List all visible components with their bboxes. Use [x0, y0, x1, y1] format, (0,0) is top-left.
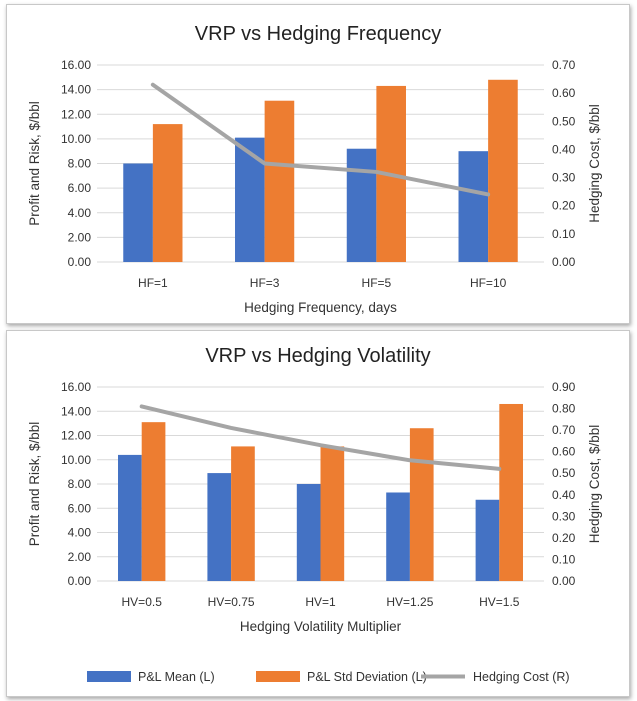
y2-tick-label: 0.60: [552, 445, 576, 459]
legend: P&L Mean (L) P&L Std Deviation (L) Hedgi…: [87, 670, 570, 684]
y-tick-label: 6.00: [68, 181, 92, 195]
x-tick-label: HV=0.5: [122, 595, 163, 609]
y2-axis-label: Hedging Cost, $/bbl: [587, 425, 602, 544]
y2-tick-label: 0.90: [552, 380, 576, 394]
y-tick-label: 12.00: [61, 429, 91, 443]
bar-pl-mean: [458, 151, 489, 262]
bar-pl-mean: [123, 163, 153, 262]
bar-pl-mean: [475, 499, 500, 581]
bar-pl-mean: [235, 137, 265, 262]
bar-pl-std: [499, 403, 523, 581]
x-tick-label: HF=10: [470, 276, 507, 290]
y2-tick-label: 0.00: [552, 574, 576, 588]
y-tick-label: 0.00: [68, 574, 92, 588]
legend-label-pl-mean: P&L Mean (L): [138, 670, 215, 684]
y2-tick-label: 0.40: [552, 488, 576, 502]
x-tick-label: HF=1: [138, 276, 168, 290]
bar-pl-std: [152, 124, 183, 262]
x-tick-label: HF=3: [250, 276, 280, 290]
ticks: 0.00 2.00 4.00 6.00 8.00 10.00 12.00 14.00 16.00…: [61, 58, 576, 290]
y-tick-label: 2.00: [68, 230, 92, 244]
legend-swatch-pl-mean: [87, 671, 131, 682]
bar-pl-std: [409, 428, 434, 581]
y-tick-label: 14.00: [61, 404, 91, 418]
y-tick-label: 16.00: [61, 58, 91, 72]
legend-label-hedging-cost: Hedging Cost (R): [473, 670, 570, 684]
y-tick-label: 10.00: [61, 132, 91, 146]
x-tick-label: HV=0.75: [208, 595, 255, 609]
y2-tick-label: 0.50: [552, 114, 576, 128]
y2-tick-label: 0.00: [552, 255, 576, 269]
bar-pl-std: [488, 79, 518, 263]
y2-axis-label: Hedging Cost, $/bbl: [587, 104, 602, 223]
legend-swatch-pl-std: [256, 671, 300, 682]
y-tick-label: 12.00: [61, 107, 91, 121]
y2-tick-label: 0.30: [552, 171, 576, 185]
y-axis-label: Profit and Risk, $/bbl: [27, 101, 42, 226]
y2-tick-label: 0.60: [552, 86, 576, 100]
bar-pl-mean: [296, 484, 321, 581]
chart-hedging-frequency: VRP vs Hedging Frequency 0.00 2.00 4.00 6.0…: [27, 23, 602, 315]
bar-pl-std: [264, 100, 295, 262]
x-tick-label: HV=1.25: [386, 595, 433, 609]
x-tick-label: HF=5: [362, 276, 392, 290]
y2-tick-label: 0.70: [552, 423, 576, 437]
y-tick-label: 4.00: [68, 206, 92, 220]
y-axis-label: Profit and Risk, $/bbl: [27, 422, 42, 547]
y2-tick-label: 0.50: [552, 466, 576, 480]
y-tick-label: 2.00: [68, 550, 92, 564]
y-tick-label: 14.00: [61, 83, 91, 97]
chart-hedging-volatility: VRP vs Hedging Volatility 0.00 2.00 4.00 6.…: [27, 345, 602, 684]
bars: [118, 403, 523, 581]
line-hedging-cost: [150, 82, 491, 197]
y2-tick-label: 0.20: [552, 531, 576, 545]
y-tick-label: 4.00: [68, 526, 92, 540]
bar-pl-mean: [118, 454, 142, 581]
bar-pl-std: [320, 446, 345, 581]
chart-panel-hedging-frequency: VRP vs Hedging Frequency 0.00 2.00 4.00 6.0…: [6, 4, 630, 324]
bar-pl-mean: [207, 473, 232, 581]
ticks: 0.00 2.00 4.00 6.00 8.00 10.00 12.00 14.00 16.00…: [61, 380, 576, 609]
bar-pl-std: [141, 422, 166, 581]
y2-tick-label: 0.20: [552, 199, 576, 213]
line-hedging-cost: [139, 404, 502, 471]
y2-tick-label: 0.70: [552, 58, 576, 72]
chart-title: VRP vs Hedging Frequency: [195, 23, 441, 45]
y-tick-label: 16.00: [61, 380, 91, 394]
bar-pl-mean: [386, 492, 410, 581]
y-tick-label: 10.00: [61, 453, 91, 467]
x-axis-label: Hedging Volatility Multiplier: [240, 619, 402, 634]
line-series: [150, 82, 491, 197]
line-series: [139, 404, 502, 471]
legend-label-pl-std: P&L Std Deviation (L): [307, 670, 427, 684]
x-tick-label: HV=1: [305, 595, 336, 609]
y-tick-label: 6.00: [68, 501, 92, 515]
y-tick-label: 0.00: [68, 255, 92, 269]
y2-tick-label: 0.10: [552, 552, 576, 566]
x-axis-label: Hedging Frequency, days: [244, 300, 397, 315]
bar-pl-mean: [346, 148, 377, 262]
x-tick-label: HV=1.5: [479, 595, 520, 609]
bar-pl-std: [231, 446, 255, 581]
chart-title: VRP vs Hedging Volatility: [205, 345, 430, 367]
y2-tick-label: 0.30: [552, 509, 576, 523]
y2-tick-label: 0.80: [552, 402, 576, 416]
y2-tick-label: 0.10: [552, 227, 576, 241]
y-tick-label: 8.00: [68, 157, 92, 171]
y-tick-label: 8.00: [68, 477, 92, 491]
y2-tick-label: 0.40: [552, 142, 576, 156]
chart-panel-hedging-volatility: VRP vs Hedging Volatility 0.00 2.00 4.00 6.…: [6, 330, 630, 697]
